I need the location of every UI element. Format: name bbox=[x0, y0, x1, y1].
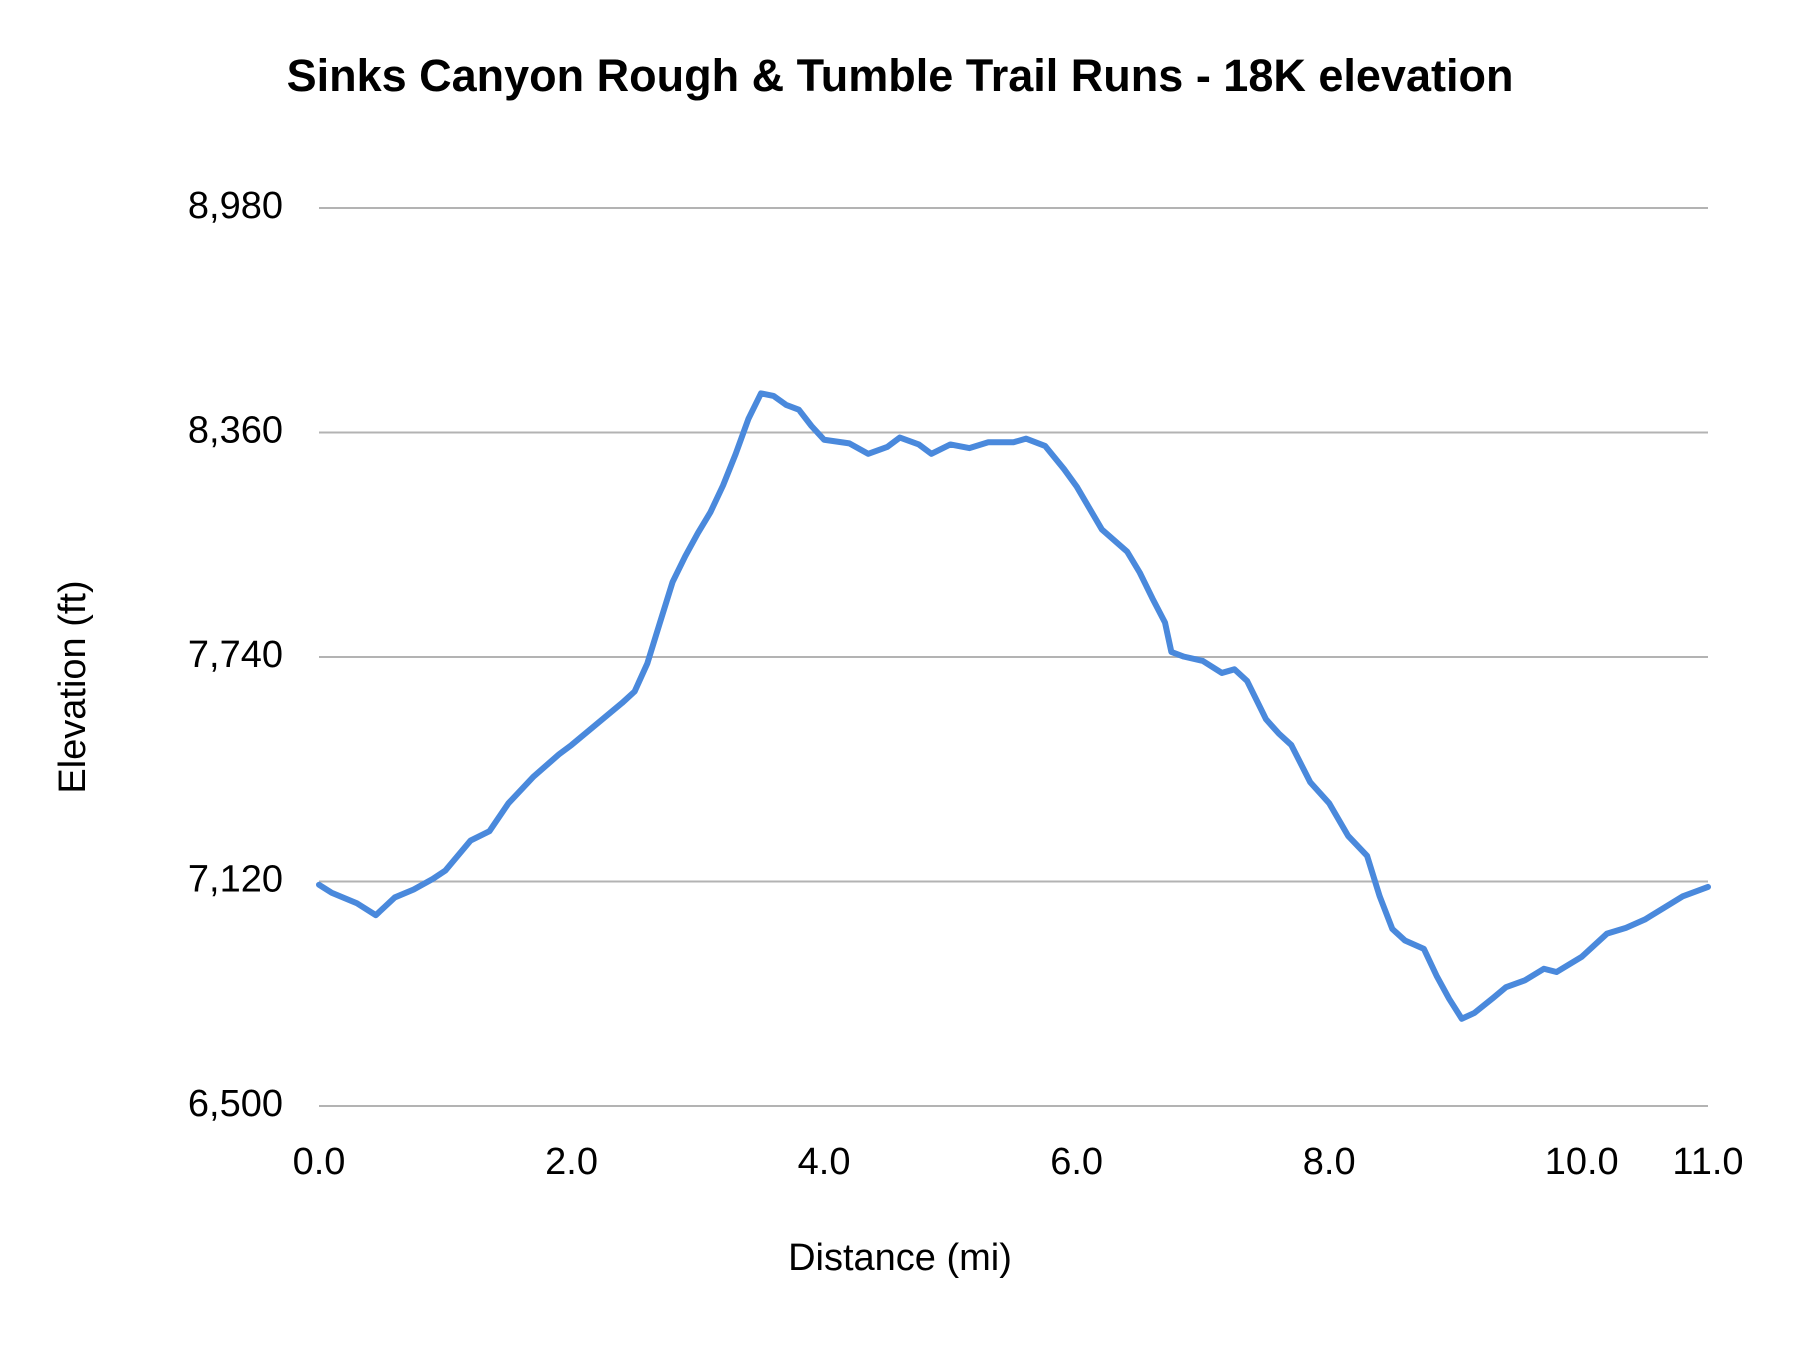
line-series bbox=[316, 390, 1711, 1022]
y-tick-label: 7,120 bbox=[188, 859, 283, 901]
y-axis-title: Elevation (ft) bbox=[52, 580, 94, 793]
x-tick-label: 4.0 bbox=[798, 1141, 851, 1183]
chart-title: Sinks Canyon Rough & Tumble Trail Runs -… bbox=[287, 50, 1514, 101]
y-tick-label: 7,740 bbox=[188, 634, 283, 676]
x-tick-label: 8.0 bbox=[1303, 1141, 1356, 1183]
x-axis-title: Distance (mi) bbox=[788, 1237, 1012, 1279]
y-tick-label: 6,500 bbox=[188, 1083, 283, 1125]
x-tick-label: 11.0 bbox=[1672, 1141, 1743, 1183]
x-tick-label: 2.0 bbox=[545, 1141, 598, 1183]
x-tick-label: 6.0 bbox=[1050, 1141, 1103, 1183]
x-tick-label: 10.0 bbox=[1545, 1141, 1619, 1183]
y-tick-label: 8,980 bbox=[188, 185, 283, 227]
y-tick-label: 8,360 bbox=[188, 410, 283, 452]
x-tick-label: 0.0 bbox=[293, 1141, 346, 1183]
